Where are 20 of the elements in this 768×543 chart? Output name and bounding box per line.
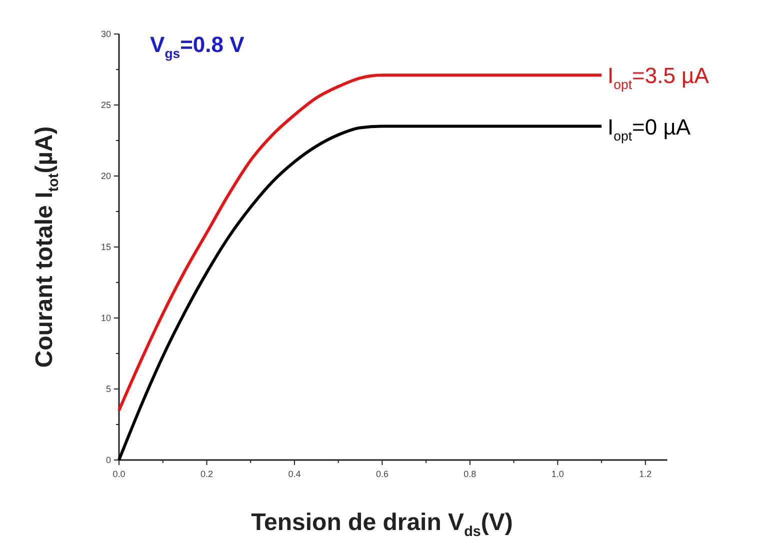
line-series [118,74,604,412]
x-tick-label: 0.2 [200,469,213,479]
y-tick-label: 5 [106,384,111,394]
x-tick-label: 1.2 [639,469,652,479]
y-tick-label: 20 [100,171,111,181]
x-tick-label: 0.4 [288,469,301,479]
y-tick-label: 15 [100,242,111,252]
series-label: I$_{opt}$=0 µA [608,114,691,144]
series-label: I$_{opt}$=3.5 µA [608,63,710,92]
x-tick-label: 0.8 [464,469,476,479]
y-tick-label: 30 [100,29,111,39]
x-tick-label: 1.0 [551,469,564,479]
x-tick-label: 0.6 [376,469,388,479]
annotation: V$_{gs}$=0.8 V [150,32,245,61]
x-tick-label: 0.0 [112,469,126,479]
y-tick-label: 25 [100,100,111,110]
y-tick-label: 10 [100,313,111,323]
x-axis-title: Tension de drain V$_{ds}$(V) [251,509,513,540]
line-series [118,124,604,462]
y-tick-label: 0 [106,455,111,465]
